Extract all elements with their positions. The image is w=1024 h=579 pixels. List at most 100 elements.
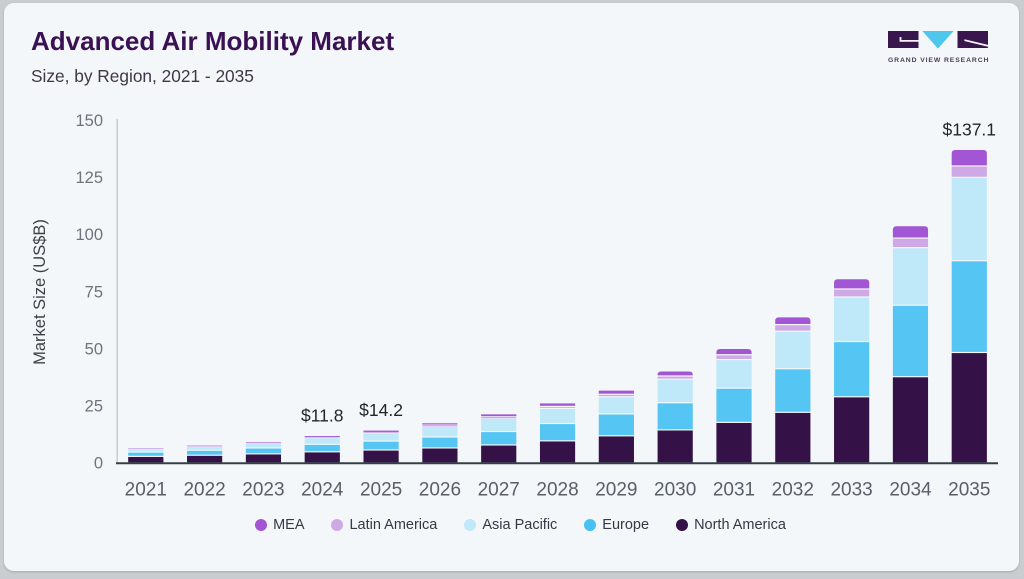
chart-subtitle: Size, by Region, 2021 - 2035 [31,66,254,87]
bar-segment-mea [952,150,987,165]
bar-segment-north-america [246,454,281,462]
x-tick-label: 2026 [419,480,461,501]
bar-value-label: $11.8 [301,406,344,426]
y-tick-label: 150 [75,112,103,130]
bar-segment-latin-america [716,355,751,359]
legend-label: Europe [602,517,649,533]
bar-segment-europe [422,438,457,448]
bar-segment-north-america [187,456,222,463]
bar-segment-latin-america [363,432,398,433]
bar-segment-north-america [363,451,398,463]
bar-segment-europe [187,451,222,455]
north-america-swatch-icon [676,519,688,531]
legend-item: Asia Pacific [464,517,557,533]
legend-item: Latin America [331,517,437,533]
bar-segment-europe [599,415,634,436]
legend-item: MEA [255,517,304,533]
x-tick-label: 2025 [360,480,402,501]
bar-segment-north-america [716,423,751,462]
bar-segment-asia-pacific [363,433,398,440]
x-tick-label: 2035 [948,480,990,501]
bar-segment-north-america [422,449,457,463]
bar-segment-asia-pacific [952,178,987,260]
bar-value-label: $14.2 [359,400,403,420]
bar-segment-europe [658,403,693,429]
legend-label: Asia Pacific [482,517,557,533]
y-tick-label: 0 [94,455,103,473]
legend-item: North America [676,517,786,533]
bar-segment-asia-pacific [775,332,810,368]
bar-segment-europe [128,453,163,456]
legend-label: Latin America [349,517,437,533]
bar-segment-europe [952,261,987,352]
bar-segment-asia-pacific [834,298,869,341]
x-tick-label: 2031 [713,480,755,501]
bar-segment-latin-america [658,377,693,379]
bar-segment-mea [246,442,281,443]
bar-segment-asia-pacific [187,447,222,449]
bar-segment-latin-america [775,325,810,330]
bar-segment-europe [834,342,869,396]
bar-segment-latin-america [599,395,634,396]
bar-segment-asia-pacific [599,397,634,413]
bar-segment-mea [716,349,751,354]
brand-logo-mark [888,30,988,49]
y-tick-label: 25 [85,397,103,415]
bar-segment-asia-pacific [481,419,516,431]
bar-segment-north-america [540,441,575,462]
bar-segment-europe [540,424,575,440]
x-tick-label: 2027 [478,480,520,501]
latin-america-swatch-icon [331,519,343,531]
bar-segment-mea [540,403,575,405]
logo-g-block [888,31,919,48]
bar-segment-latin-america [422,425,457,426]
bar-segment-mea [658,371,693,375]
legend-item: Europe [584,517,649,533]
europe-swatch-icon [584,519,596,531]
bar-segment-mea [599,391,634,394]
legend-label: MEA [273,517,304,533]
bar-segment-mea [305,436,340,437]
x-tick-label: 2021 [125,480,167,501]
bar-segment-north-america [658,430,693,462]
bar-segment-asia-pacific [893,248,928,304]
bar-segment-asia-pacific [540,409,575,423]
bar-segment-north-america [599,436,634,462]
y-tick-label: 75 [85,283,103,301]
chart-legend: MEA Latin America Asia Pacific Europe North … [13,517,1024,533]
bar-segment-asia-pacific [658,380,693,402]
x-tick-label: 2033 [830,480,872,501]
bar-segment-mea [893,226,928,237]
bar-segment-europe [305,445,340,451]
bar-segment-north-america [775,413,810,462]
bar-segment-asia-pacific [422,427,457,436]
bar-segment-mea [422,423,457,424]
y-tick-label: 125 [75,169,103,187]
bar-segment-latin-america [481,417,516,419]
chart-title: Advanced Air Mobility Market [31,27,394,57]
y-tick-label: 100 [75,226,103,244]
bar-segment-latin-america [305,437,340,438]
bar-value-label: $137.1 [943,119,997,139]
bar-segment-mea [834,279,869,288]
bar-segment-north-america [128,457,163,462]
bar-segment-north-america [893,377,928,462]
bar-segment-asia-pacific [246,444,281,447]
bar-segment-latin-america [952,167,987,177]
bar-segment-latin-america [540,407,575,408]
bar-segment-europe [716,389,751,422]
bar-segment-latin-america [246,443,281,444]
bar-segment-north-america [305,452,340,462]
x-tick-label: 2029 [595,480,637,501]
x-tick-label: 2028 [536,480,578,501]
asia-pacific-swatch-icon [464,519,476,531]
mea-swatch-icon [255,519,267,531]
y-axis-title: Market Size (US$B) [31,219,49,365]
legend-label: North America [694,517,786,533]
bar-segment-mea [481,414,516,416]
brand-logo: GRAND VIEW RESEARCH [888,30,988,64]
bar-segment-europe [775,369,810,411]
